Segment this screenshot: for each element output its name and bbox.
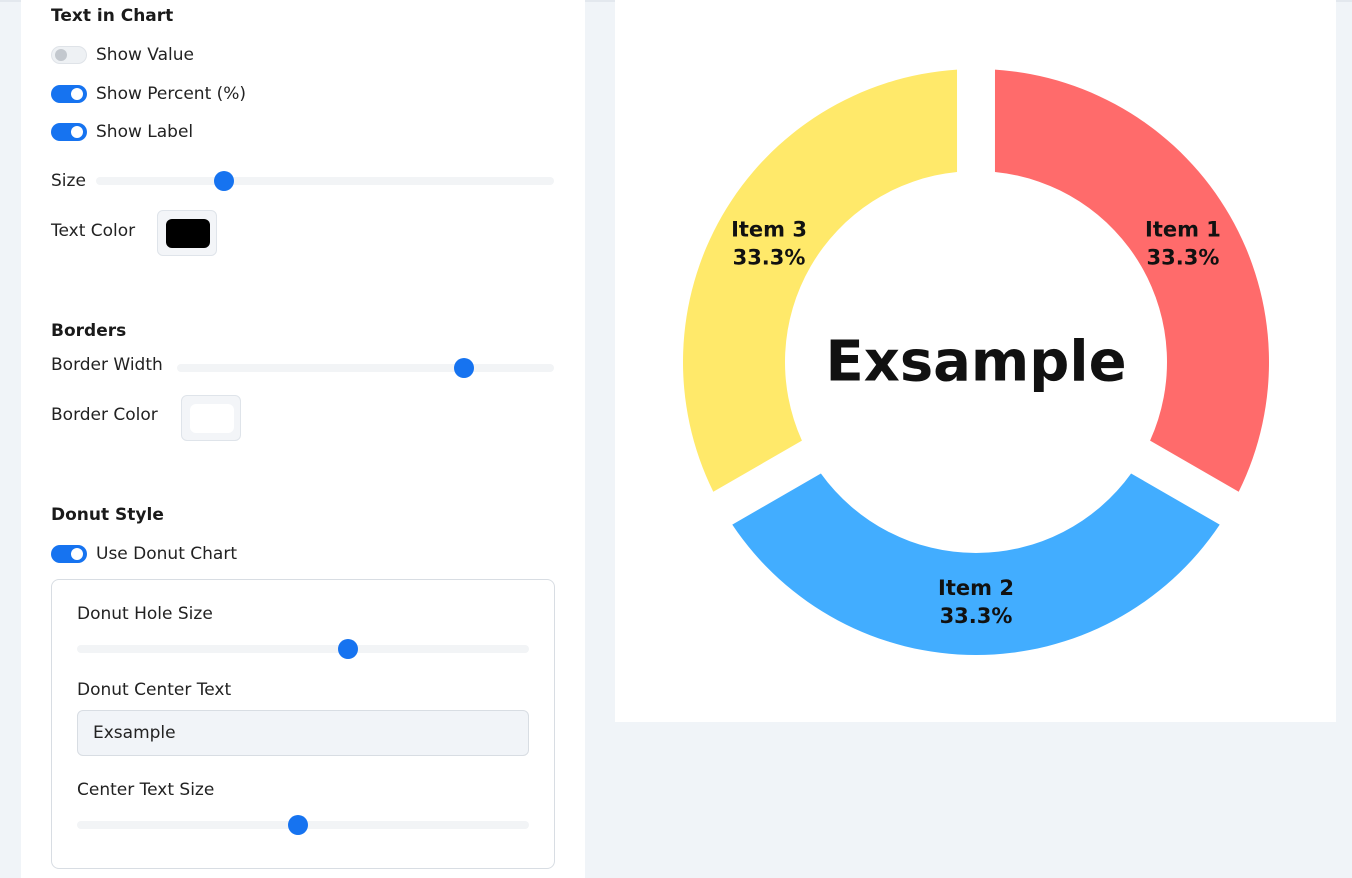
slice-label-2: Item 2 33.3% (938, 576, 1014, 628)
show-value-toggle[interactable] (51, 46, 87, 64)
slice-percent-label: 33.3% (733, 246, 806, 270)
settings-panel: Text in Chart Show Value Show Percent (%… (21, 0, 585, 878)
toggle-knob (71, 548, 83, 560)
show-label-label: Show Label (96, 122, 194, 142)
donut-hole-size-slider-thumb[interactable] (338, 639, 359, 659)
border-width-slider[interactable] (177, 358, 554, 378)
section-title-text-in-chart: Text in Chart (51, 6, 174, 26)
donut-chart: Item 1 33.3% Item 2 33.3% Item 3 33.3% Exsamp… (683, 69, 1269, 655)
section-title-donut-style: Donut Style (51, 505, 164, 525)
donut-center-text-input[interactable]: Exsample (77, 710, 529, 756)
size-slider[interactable] (96, 171, 554, 191)
donut-center-text: Exsample (825, 330, 1126, 395)
border-color-label: Border Color (51, 405, 158, 425)
text-color-swatch (166, 219, 210, 248)
center-text-size-slider[interactable] (77, 815, 529, 835)
toggle-knob (55, 49, 67, 61)
slice-label-3: Item 3 33.3% (731, 218, 807, 270)
border-width-label: Border Width (51, 355, 163, 375)
show-value-row: Show Value (51, 43, 194, 67)
text-color-label: Text Color (51, 221, 136, 241)
border-width-slider-thumb[interactable] (453, 358, 474, 378)
use-donut-row: Use Donut Chart (51, 542, 237, 566)
donut-slice-1[interactable] (994, 69, 1269, 492)
size-slider-thumb[interactable] (214, 171, 235, 191)
show-label-toggle[interactable] (51, 123, 87, 141)
donut-options-box: Donut Hole Size Donut Center Text Exsamp… (51, 579, 555, 869)
toggle-knob (71, 88, 83, 100)
show-label-row: Show Label (51, 120, 193, 144)
show-percent-toggle[interactable] (51, 85, 87, 103)
show-percent-label: Show Percent (%) (96, 84, 247, 104)
center-text-size-slider-thumb[interactable] (288, 815, 309, 835)
show-percent-row: Show Percent (%) (51, 82, 246, 106)
slice-category-label: Item 1 (1145, 218, 1221, 242)
show-value-label: Show Value (96, 45, 194, 65)
border-color-picker[interactable] (181, 395, 241, 441)
size-label: Size (51, 171, 86, 191)
donut-slice-2[interactable] (732, 473, 1220, 655)
slice-label-1: Item 1 33.3% (1145, 218, 1221, 270)
donut-slice-3[interactable] (683, 69, 958, 492)
use-donut-label: Use Donut Chart (96, 544, 237, 564)
donut-hole-size-label: Donut Hole Size (77, 604, 213, 624)
text-color-picker[interactable] (157, 210, 217, 256)
center-text-size-label: Center Text Size (77, 780, 215, 800)
slice-percent-label: 33.3% (940, 604, 1013, 628)
toggle-knob (71, 126, 83, 138)
donut-hole-size-slider[interactable] (77, 639, 529, 659)
chart-card: Item 1 33.3% Item 2 33.3% Item 3 33.3% Exsamp… (615, 0, 1336, 722)
use-donut-toggle[interactable] (51, 545, 87, 563)
slice-category-label: Item 2 (938, 576, 1014, 600)
slice-percent-label: 33.3% (1147, 246, 1220, 270)
section-title-borders: Borders (51, 321, 127, 341)
border-color-swatch (190, 404, 234, 433)
donut-center-text-label: Donut Center Text (77, 680, 232, 700)
slice-category-label: Item 3 (731, 218, 807, 242)
